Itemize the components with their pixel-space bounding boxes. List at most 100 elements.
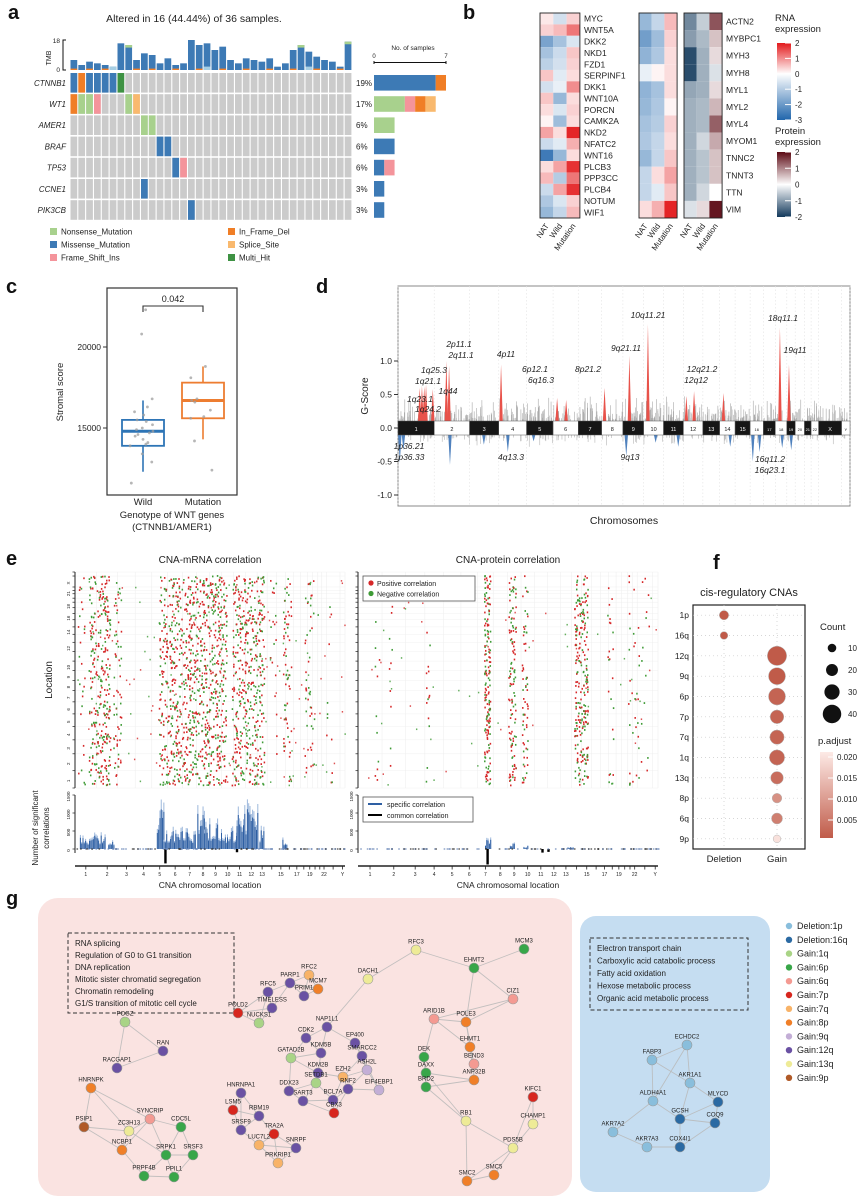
g-node-label: EHMT1 (460, 1037, 481, 1043)
g-node-label: CIZ1 (506, 989, 520, 995)
oncoprint-title: Altered in 16 (44.44%) of 36 samples. (106, 13, 282, 25)
mutation-cell (70, 73, 78, 93)
oncoprint-cell (266, 94, 274, 114)
g-node-NCBP1 (116, 1144, 128, 1156)
muscle-protein-cell (709, 81, 723, 99)
oncoprint-cell (305, 94, 313, 114)
wnt-rna-cell (553, 81, 567, 93)
del-peak (624, 435, 628, 457)
samples-axis-label: No. of samples (391, 45, 435, 52)
wnt-rna-cell (566, 206, 580, 218)
g-node-EHMT1 (464, 1041, 476, 1053)
f-row-label: 1p (680, 610, 690, 620)
oncoprint-cell (164, 73, 172, 93)
wnt-rna-cell (553, 138, 567, 150)
wnt-rna-cell (566, 24, 580, 36)
g-node-MCM3 (518, 943, 530, 955)
oncoprint-cell (282, 179, 289, 199)
oncoprint-cell (133, 136, 140, 157)
heatmap-gene-label: MYH3 (726, 51, 750, 61)
oncoprint-cell (133, 115, 140, 135)
wnt-rna-cell (540, 138, 554, 150)
f-count-label: 10 (848, 644, 857, 653)
g-node-EHMT2 (468, 962, 480, 974)
g-node-label: EHMT2 (464, 958, 485, 964)
oncoprint-cell (227, 73, 234, 93)
g-node-EP400 (349, 1037, 361, 1049)
c-xlabel-2: (CTNNB1/AMER1) (132, 522, 212, 533)
heatmap-gene-label: DKK1 (584, 82, 606, 92)
g-legend-swatch (785, 1047, 793, 1054)
g-node-label: RFC5 (260, 982, 276, 988)
muscle-rna-cell (651, 81, 665, 99)
g-node-label: PDS5B (503, 1138, 523, 1144)
oncoprint-cell (250, 179, 258, 199)
g-node-KDM2B (312, 1067, 324, 1079)
jitter-point (195, 397, 199, 401)
sample-count-bar (425, 96, 436, 112)
e-bar-legend-label: common correlation (387, 813, 449, 820)
oncoprint-cell (282, 157, 289, 178)
c-ytick: 20000 (77, 342, 101, 352)
e-xtick: 5 (451, 872, 454, 878)
oncoprint-cell (266, 73, 274, 93)
muscle-rna-cell (651, 183, 665, 201)
e-xtick: 15 (584, 872, 590, 878)
f-padjust-title: p.adjust (818, 736, 852, 747)
oncoprint-cell (203, 200, 211, 220)
wnt-rna-cell (540, 13, 554, 25)
percent-label: 19% (356, 79, 372, 88)
tmb-bar (133, 60, 140, 70)
gene-label: PIK3CB (38, 206, 67, 215)
muscle-rna-cell (639, 13, 652, 31)
oncoprint-cell (297, 136, 305, 157)
f-count-swatch (826, 664, 838, 676)
amp-peak (499, 364, 503, 421)
g-node-label: TRA2A (264, 1124, 283, 1130)
g-node-label: BCL7A (323, 1090, 342, 1096)
wnt-rna-cell (540, 24, 554, 36)
oncoprint-cell (258, 200, 266, 220)
e-bars-ylabel-2: correlations (42, 807, 51, 848)
tmb-bar (70, 60, 78, 70)
muscle-rna-cell (664, 149, 678, 167)
amp-peak-label: 19q11 (783, 345, 806, 355)
f-row-label: 7p (680, 712, 690, 722)
muscle-protein-cell (709, 132, 723, 150)
g-node-RNF2 (342, 1083, 354, 1095)
wnt-rna-cell (553, 35, 567, 48)
chromosome-label: 15 (740, 427, 746, 433)
oncoprint-cell (70, 136, 78, 157)
oncoprint-cell (329, 157, 336, 178)
legend-label: Multi_Hit (239, 254, 271, 263)
heatmap-gene-label: PLCB3 (584, 162, 611, 172)
label: 0 (66, 849, 71, 852)
muscle-rna-cell (664, 183, 678, 201)
heatmap-gene-label: MYL4 (726, 119, 748, 129)
heatmap-gene-label: MYL2 (726, 102, 748, 112)
g-node-label: ASH2L (357, 1060, 377, 1066)
amp-peak (420, 385, 424, 421)
g-node-label: SRPK1 (156, 1145, 176, 1151)
e-xtick: 13 (259, 872, 265, 878)
c-ylabel: Stromal score (55, 363, 66, 422)
label: 7 (444, 54, 448, 60)
del-peak (728, 435, 732, 447)
cna-protein-title: CNA-protein correlation (456, 555, 561, 566)
legend-label: Missense_Mutation (61, 241, 130, 250)
g-node-SRPK1 (160, 1149, 172, 1161)
chromosome-label: 8 (611, 427, 614, 433)
chromosome-label: 12 (690, 427, 696, 433)
oncoprint-cell (274, 136, 281, 157)
c-group-label: Wild (134, 497, 152, 508)
wnt-rna-cell (540, 69, 554, 82)
oncoprint-cell (274, 200, 281, 220)
mutation-cell (78, 94, 86, 114)
amp-peak-label: 9q21.11 (611, 343, 641, 353)
g-node-label: NUCKS1 (247, 1013, 272, 1019)
oncoprint-cell (172, 179, 180, 199)
oncoprint-cell (188, 94, 195, 114)
g-node-label: SNRPF (286, 1138, 307, 1144)
label: expression (775, 137, 821, 148)
